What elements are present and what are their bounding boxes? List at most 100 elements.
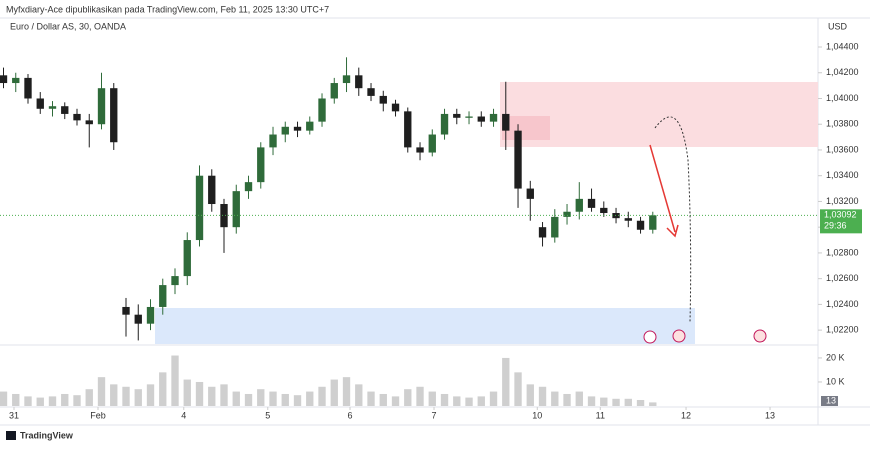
x-tick-label: 4 xyxy=(181,410,186,420)
volume-bar xyxy=(587,396,596,406)
volume-bar xyxy=(575,391,583,406)
event-icon[interactable] xyxy=(672,329,686,343)
candle-body xyxy=(195,175,204,241)
event-icon[interactable] xyxy=(643,330,657,344)
volume-bar xyxy=(367,391,375,406)
volume-bar xyxy=(12,393,20,406)
volume-bar xyxy=(122,386,130,406)
candle-body xyxy=(587,198,596,208)
volume-bar xyxy=(281,393,289,406)
volume-bar xyxy=(416,386,424,406)
candle-body xyxy=(97,88,106,125)
candle-body xyxy=(563,211,571,217)
y-tick-label: 1,02400 xyxy=(826,299,859,309)
volume-bar xyxy=(477,396,485,406)
volume-bar xyxy=(24,396,32,406)
volume-bar xyxy=(0,391,8,406)
volume-bar xyxy=(624,398,632,406)
candle-body xyxy=(318,98,326,122)
candle-body xyxy=(636,220,645,230)
volume-bar xyxy=(502,357,510,406)
arrow xyxy=(649,144,676,233)
candle-body xyxy=(208,175,216,205)
candle-body xyxy=(575,198,583,212)
candle-body xyxy=(428,134,436,153)
candle-body xyxy=(0,75,8,84)
y-tick-label: 1,03800 xyxy=(826,119,859,129)
volume-bar xyxy=(465,397,473,406)
volume-bar xyxy=(428,391,436,406)
candle-body xyxy=(416,147,424,153)
candle-body xyxy=(477,116,485,122)
candle-body xyxy=(48,106,57,109)
candle-body xyxy=(269,134,277,148)
candle-body xyxy=(526,188,534,199)
volume-bar xyxy=(404,389,412,406)
supply-zone xyxy=(500,82,818,147)
volume-bar xyxy=(636,399,645,406)
arrow-head xyxy=(666,224,679,238)
volume-bar xyxy=(330,379,338,406)
y-tick-label: 1,02800 xyxy=(826,247,859,257)
candle-body xyxy=(355,75,363,89)
candle-body xyxy=(293,126,302,131)
volume-bar xyxy=(171,355,179,406)
candle-body xyxy=(281,126,289,135)
symbol: Euro / Dollar AS, 30, OANDA xyxy=(10,21,126,31)
y-tick-label: 1,04400 xyxy=(826,41,859,51)
candle-body xyxy=(514,130,522,189)
x-tick-label: 11 xyxy=(596,410,605,420)
volume-bar xyxy=(146,384,155,406)
volume-bar xyxy=(48,396,57,406)
supply-zone-inner xyxy=(502,116,550,140)
volume-bar xyxy=(195,381,204,406)
candle-body xyxy=(110,88,118,143)
volume-bar xyxy=(538,386,547,406)
x-tick-label: 5 xyxy=(265,410,270,420)
volume-bar xyxy=(208,386,216,406)
candle-body xyxy=(624,218,632,221)
y-tick-label: 1,02200 xyxy=(826,325,859,335)
candle-body xyxy=(453,113,461,118)
candle-body xyxy=(24,77,32,99)
countdown: 29:36 xyxy=(824,221,847,231)
candle-body xyxy=(244,182,253,192)
volume-bar xyxy=(306,391,314,406)
candle-body xyxy=(600,207,608,214)
candle-body xyxy=(61,106,69,114)
volume-bar xyxy=(293,395,302,406)
candle-body xyxy=(465,116,473,118)
candle-body xyxy=(257,147,265,183)
volume-bar xyxy=(244,393,253,406)
demand-zone xyxy=(155,308,695,344)
x-tick-label: 7 xyxy=(432,410,437,420)
candle-body xyxy=(85,120,93,125)
event-icon[interactable] xyxy=(753,329,767,343)
volume-bar xyxy=(600,397,608,406)
volume-bar xyxy=(232,391,240,406)
volume-bar xyxy=(355,384,363,406)
volume-tick-label: 20 K xyxy=(826,352,845,362)
volume-bar xyxy=(269,391,277,406)
candle-body xyxy=(649,215,657,230)
volume-bar xyxy=(551,391,559,406)
volume-bar xyxy=(318,386,326,406)
volume-bar xyxy=(489,391,498,406)
candle-body xyxy=(12,77,20,84)
volume-bar xyxy=(379,393,387,406)
volume-tick-label: 10 K xyxy=(826,376,845,386)
volume-box xyxy=(821,396,838,406)
x-tick-label: 6 xyxy=(348,410,353,420)
x-tick-label: 10 xyxy=(532,410,542,420)
candle-body xyxy=(367,88,375,96)
x-tick-label: 12 xyxy=(681,410,691,420)
volume-bar xyxy=(134,389,142,406)
volume-bar xyxy=(183,379,191,406)
volume-bar xyxy=(649,402,657,406)
volume-bar xyxy=(563,393,571,406)
volume-bar xyxy=(36,397,44,406)
candle-body xyxy=(502,113,510,131)
candle-body xyxy=(73,113,81,121)
volume-bar xyxy=(73,395,81,406)
